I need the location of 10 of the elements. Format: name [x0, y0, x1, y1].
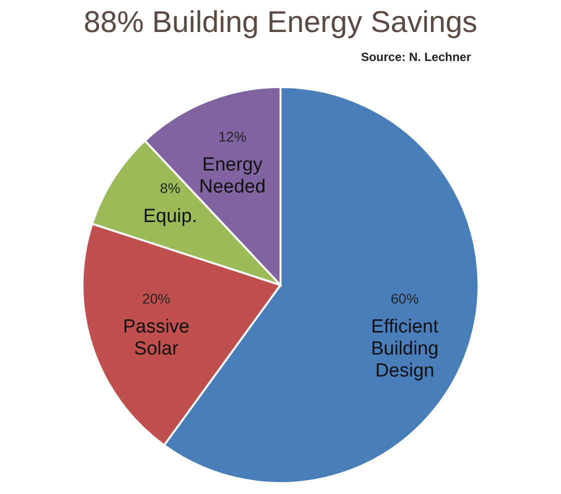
data-label: 20% — [142, 290, 170, 306]
slice-label: Efficient Building Design — [370, 316, 440, 382]
slice-label: Equip. — [143, 206, 198, 227]
source-note: Source: N. Lechner — [360, 50, 471, 64]
data-label: 8% — [160, 180, 180, 196]
chart-title: 88% Building Energy Savings — [84, 6, 478, 39]
slice-label: Energy Needed — [199, 154, 266, 198]
data-label: 12% — [218, 128, 246, 144]
slice-label: Passive Solar — [122, 316, 190, 360]
data-label: 60% — [390, 290, 419, 306]
